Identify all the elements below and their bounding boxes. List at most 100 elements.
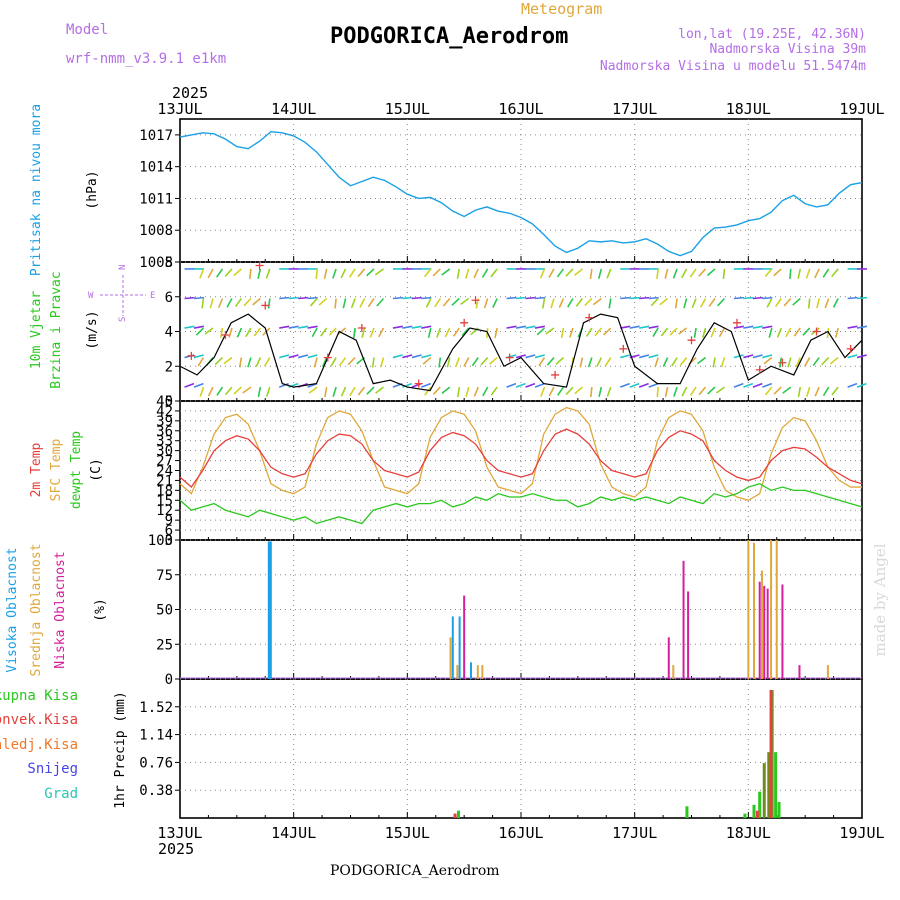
y-tick-label-temperature: 45 <box>156 394 173 410</box>
wind-arrow <box>606 386 612 397</box>
cloud-bar-low <box>798 665 801 679</box>
cloud-bar-mid <box>449 637 452 679</box>
wind-gust-marker <box>323 353 332 362</box>
precip-bar-conv <box>453 813 457 818</box>
cloud-title-low: Niska Oblacnost <box>53 551 68 668</box>
y-tick-label-pressure: 1014 <box>139 160 173 176</box>
wind-arrow <box>638 382 649 388</box>
wind-arrow <box>242 386 252 394</box>
wind-gust-marker <box>261 301 270 310</box>
wind-arrow <box>481 268 489 278</box>
cloud-bar-low <box>667 637 670 679</box>
wind-arrow <box>330 357 337 367</box>
wind-arrow <box>856 382 867 388</box>
wind-arrow <box>660 327 669 337</box>
wind-arrow <box>392 325 403 329</box>
wind-arrow <box>706 268 716 277</box>
y-tick-label-clouds: 75 <box>156 568 173 584</box>
wind-arrow <box>710 327 716 338</box>
wind-arrow <box>298 296 309 300</box>
compass-n: N <box>118 265 128 270</box>
wind-arrow <box>380 357 385 368</box>
wind-arrow <box>243 297 252 307</box>
wind-arrow <box>774 298 782 308</box>
wind-arrow <box>228 327 233 338</box>
cloud-bar-high <box>267 541 272 679</box>
wind-arrow <box>366 268 375 277</box>
wind-arrow <box>575 297 584 307</box>
wind-arrow <box>579 357 584 368</box>
footer-station: PODGORICA_Aerodrom <box>330 863 500 879</box>
cloud-bar-low <box>682 560 685 679</box>
wind-arrow <box>672 268 678 279</box>
wind-arrow <box>619 382 630 388</box>
series-line-temperature-dewpt <box>179 483 863 525</box>
precip-bar-total <box>762 763 766 818</box>
wind-arrow <box>438 357 442 368</box>
temp-title-dewpt: dewpt Temp <box>69 431 84 509</box>
wind-arrow <box>574 386 583 395</box>
wind-arrow <box>805 268 811 279</box>
wind-gust-marker <box>187 351 196 360</box>
wind-arrow <box>603 327 612 336</box>
wind-arrow <box>857 296 868 300</box>
wind-arrow <box>411 354 422 359</box>
wind-arrow <box>802 327 811 336</box>
wind-arrow <box>620 354 631 359</box>
wind-arrow <box>594 327 602 337</box>
wind-arrow <box>584 297 593 307</box>
wind-arrow <box>776 327 783 338</box>
wind-arrow <box>432 268 441 277</box>
wind-arrow <box>224 386 233 396</box>
wind-arrow <box>473 386 479 397</box>
wind-arrow <box>516 296 527 300</box>
wind-arrow <box>699 298 707 308</box>
precip-bar-total <box>767 752 771 818</box>
wind-arrow <box>762 354 773 359</box>
wind-arrow <box>620 296 631 300</box>
wind-gust-marker <box>414 379 423 388</box>
y-tick-label-temperature: 6 <box>165 523 173 539</box>
wind-arrow <box>441 386 451 395</box>
precip-legend-frz: Zaledj.Kisa <box>0 737 78 753</box>
wind-arrow <box>639 354 650 359</box>
wind-arrow <box>782 386 792 394</box>
wind-arrow <box>585 327 593 337</box>
wind-gust-marker <box>755 365 764 374</box>
wind-arrow <box>795 357 801 368</box>
wind-arrow <box>707 386 716 395</box>
y-tick-label-clouds: 50 <box>156 603 173 619</box>
wind-arrow <box>454 357 460 368</box>
wind-arrow <box>785 327 792 338</box>
wind-arrow <box>423 268 432 278</box>
wind-arrow <box>199 268 205 279</box>
wind-arrow <box>490 268 498 278</box>
y-tick-label-precipitation: 0.76 <box>139 755 173 771</box>
cloud-bar-low <box>763 585 766 679</box>
wind-arrow <box>494 327 498 338</box>
wind-arrow <box>348 268 356 278</box>
precip-bar-total <box>743 813 747 818</box>
series-line-pressure-0 <box>179 130 863 257</box>
wind-arrow <box>569 327 574 338</box>
wind-arrow <box>565 268 574 277</box>
wind-arrow <box>233 386 242 395</box>
wind-arrow <box>555 356 564 365</box>
wind-arrow <box>743 354 754 359</box>
wind-arrow <box>184 325 195 329</box>
wind-gust-marker <box>812 327 821 336</box>
wind-arrow <box>525 296 536 300</box>
wind-arrow <box>506 382 517 388</box>
y-tick-label-precipitation: 1.14 <box>139 728 173 744</box>
wind-arrow <box>534 382 545 388</box>
wind-arrow <box>763 356 773 365</box>
wind-arrow <box>847 296 858 300</box>
wind-arrow <box>465 268 470 279</box>
wind-arrow <box>856 354 867 359</box>
wind-arrow <box>371 357 375 368</box>
wind-arrow <box>606 268 612 279</box>
wind-arrow <box>648 354 659 359</box>
wind-arrow <box>461 327 470 337</box>
precip-bar-conv <box>755 810 759 818</box>
wind-arrow <box>263 357 271 367</box>
